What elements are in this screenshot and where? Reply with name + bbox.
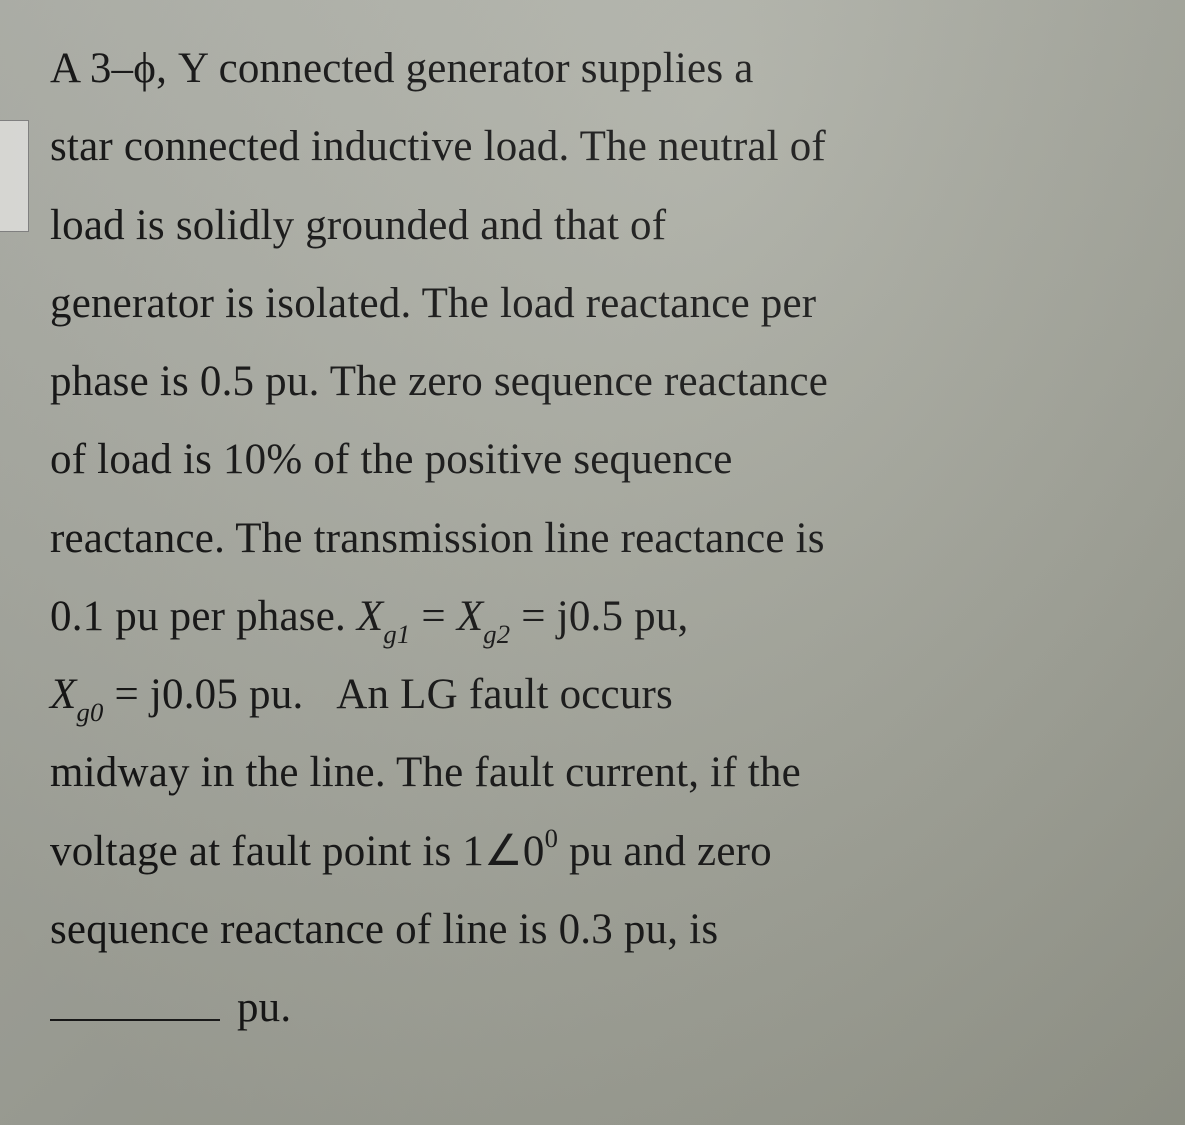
text-line-6: of load is 10% of the positive sequence [50,436,733,483]
text-line-8a: 0.1 pu per phase. [50,593,357,640]
eq-val2: = j0.05 pu [104,671,293,718]
text-line-3: load is solidly grounded and that of [50,202,666,249]
line-2: star connected inductive load. The neutr… [50,108,1145,186]
eq-Xg2-X: X [457,593,483,640]
eq-Xg2-sub: g2 [483,619,510,649]
text-line-11b: pu and zero [558,828,772,875]
line-3: load is solidly grounded and that of [50,187,1145,265]
text-line-11a: voltage at fault point is 1∠0 [50,828,545,875]
line-8: 0.1 pu per phase. Xg1 = Xg2 = j0.5 pu, [50,578,1145,656]
line-6: of load is 10% of the positive sequence [50,421,1145,499]
text-line-5: phase is 0.5 pu. The zero sequence react… [50,358,828,405]
line-11: voltage at fault point is 1∠00 pu and ze… [50,813,1145,891]
problem-text-block: A 3–ϕ, Y connected generator supplies a … [50,30,1145,1047]
dot-9: . [292,671,314,718]
comma-8: , [678,593,689,640]
text-line-10: midway in the line. The fault current, i… [50,749,801,796]
page-edge-tab [0,120,29,232]
line-5: phase is 0.5 pu. The zero sequence react… [50,343,1145,421]
text-line-7: reactance. The transmission line reactan… [50,515,825,562]
answer-blank[interactable] [50,998,220,1022]
text-line-4: generator is isolated. The load reactanc… [50,280,816,327]
text-line-12: sequence reactance of line is 0.3 pu, is [50,906,718,953]
eq-eq1: = [410,593,456,640]
text-line-2: star connected inductive load. The neutr… [50,123,826,170]
line-1: A 3–ϕ, Y connected generator supplies a [50,30,1145,108]
eq-Xg0-X: X [50,671,76,718]
text-line-13: pu. [226,984,291,1031]
line-9: Xg0 = j0.05 pu. An LG fault occurs [50,656,1145,734]
line-12: sequence reactance of line is 0.3 pu, is [50,891,1145,969]
degree-superscript: 0 [545,823,559,853]
line-4: generator is isolated. The load reactanc… [50,265,1145,343]
text-line-1: A 3–ϕ, Y connected generator supplies a [50,45,754,92]
line-7: reactance. The transmission line reactan… [50,500,1145,578]
eq-Xg0-sub: g0 [76,697,103,727]
text-line-9b: An LG fault occurs [336,671,673,718]
eq-Xg1-X: X [357,593,383,640]
eq-val1: = j0.5 pu [510,593,677,640]
eq-Xg1-sub: g1 [383,619,410,649]
line-13: pu. [50,969,1145,1047]
line-10: midway in the line. The fault current, i… [50,734,1145,812]
